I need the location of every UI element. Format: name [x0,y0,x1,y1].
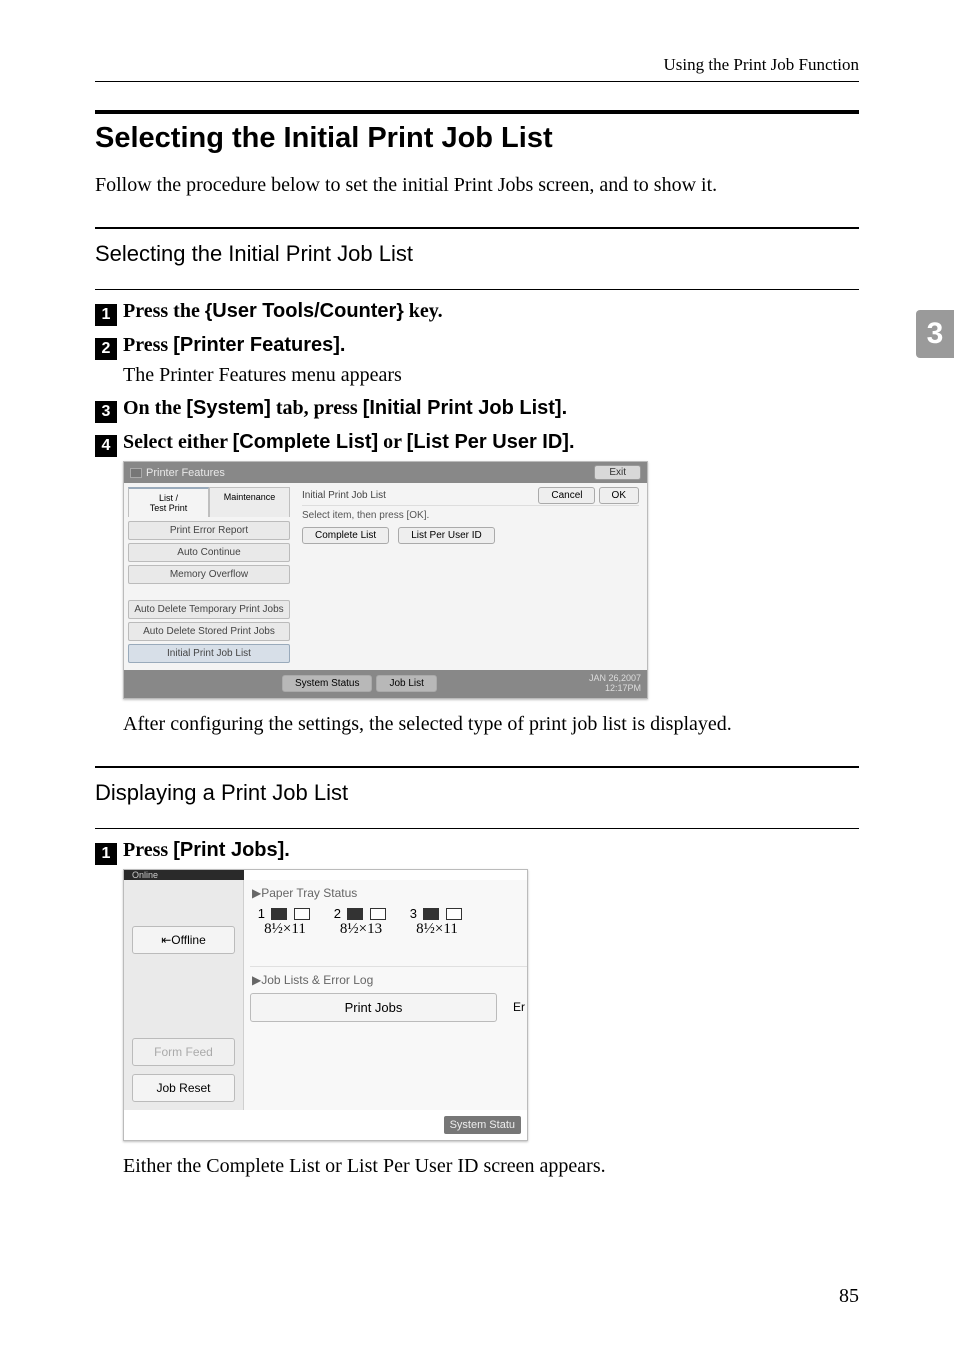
shot1-title-text: Printer Features [146,467,225,479]
cancel-button[interactable]: Cancel [538,487,595,504]
step-3-mid: tab, press [271,397,363,419]
shot1-timestamp: JAN 26,2007 12:17PM [589,674,641,694]
ok-button[interactable]: OK [599,487,639,504]
step-4-b1: [Complete List] [233,431,379,453]
left-btn-initial-print-job-list[interactable]: Initial Print Job List [128,644,290,663]
tray-full-icon [347,908,363,920]
step-2-pre: Press [123,334,173,356]
step-3-b2: [Initial Print Job List]. [363,397,567,419]
step-1b-result: Either the Complete List or List Per Use… [123,1155,859,1178]
tray-orient-icon [370,908,386,920]
print-jobs-button[interactable]: Print Jobs [250,993,497,1022]
left-btn-auto-delete-stored[interactable]: Auto Delete Stored Print Jobs [128,622,290,641]
subsection-2-title: Displaying a Print Job List [95,780,859,806]
left-btn-memory-overflow[interactable]: Memory Overflow [128,565,290,584]
printer-features-screenshot: Printer Features Exit List / Test Print … [123,461,648,699]
subsection-1-title: Selecting the Initial Print Job List [95,241,859,267]
chapter-side-tab: 3 [916,310,954,358]
left-btn-auto-delete-temp[interactable]: Auto Delete Temporary Print Jobs [128,600,290,619]
shot1-time: 12:17PM [605,683,641,693]
step-3-pre: On the [123,397,186,419]
step-3-number-icon: 3 [95,401,117,423]
tray-2-size: 8½×13 [326,921,396,938]
tray-1-size: 8½×11 [250,921,320,938]
tray-2-num: 2 [334,906,341,921]
tray-full-icon [271,908,287,920]
tray-status-row: 1 8½×11 2 8½×13 3 8½×11 [250,906,527,967]
tray-full-icon [423,908,439,920]
step-4: 4 Select either [Complete List] or [List… [95,431,859,455]
shot1-date: JAN 26,2007 [589,673,641,683]
system-status-button-2[interactable]: System Statu [444,1116,521,1134]
tray-orient-icon [446,908,462,920]
tray-2: 2 8½×13 [326,906,396,938]
step-1: 1 Press the {User Tools/Counter} key. [95,300,859,324]
step-3: 3 On the [System] tab, press [Initial Pr… [95,397,859,421]
running-head: Using the Print Job Function [95,55,859,82]
step-4-number-icon: 4 [95,435,117,457]
tray-orient-icon [294,908,310,920]
print-jobs-screenshot: Online ⇤Offline Form Feed Job Reset ▶Pap… [123,869,528,1141]
tab-maintenance[interactable]: Maintenance [209,487,290,517]
step-2-bold: [Printer Features]. [173,334,345,356]
error-label-fragment: Er [503,993,527,1022]
shot1-right-label: Initial Print Job List [302,490,386,501]
tray-1: 1 8½×11 [250,906,320,938]
list-per-user-id-button[interactable]: List Per User ID [398,527,495,544]
shot2-top-label: Online [124,870,244,880]
step-2-number-icon: 2 [95,338,117,360]
step-3-b1: [System] [186,397,270,419]
shot1-title: Printer Features [130,467,225,479]
tray-3: 3 8½×11 [402,906,472,938]
step-1-number-icon: 1 [95,304,117,326]
printer-icon [130,468,142,478]
step-4-pre: Select either [123,431,233,453]
left-btn-auto-continue[interactable]: Auto Continue [128,543,290,562]
job-list-button[interactable]: Job List [376,675,436,692]
step-4-mid: or [378,431,407,453]
paper-tray-status-header: ▶Paper Tray Status [252,886,527,900]
step-4-result: After configuring the settings, the sele… [123,713,859,736]
left-btn-print-error-report[interactable]: Print Error Report [128,521,290,540]
step-2: 2 Press [Printer Features]. [95,334,859,358]
key-bracket-right-icon: } [396,301,403,322]
page-number: 85 [839,1285,859,1308]
job-lists-error-log-header: ▶Job Lists & Error Log [252,973,527,987]
tray-3-size: 8½×11 [402,921,472,938]
step-1-post: key. [404,300,443,322]
tab-list-test-print[interactable]: List / Test Print [128,487,209,517]
step-1b-bold: [Print Jobs]. [173,839,290,861]
step-4-b2: [List Per User ID]. [407,431,575,453]
shot1-hint: Select item, then press [OK]. [302,505,639,521]
step-1-key: User Tools/Counter [212,300,396,322]
complete-list-button[interactable]: Complete List [302,527,389,544]
section-title: Selecting the Initial Print Job List [95,110,859,155]
tray-1-num: 1 [258,906,265,921]
step-2-note: The Printer Features menu appears [123,364,859,387]
step-1b-pre: Press [123,839,173,861]
intro-paragraph: Follow the procedure below to set the in… [95,171,859,199]
step-1-pre: Press the [123,300,205,322]
step-1b: 1 Press [Print Jobs]. [95,839,859,863]
tray-3-num: 3 [410,906,417,921]
form-feed-button[interactable]: Form Feed [132,1038,235,1066]
offline-button[interactable]: ⇤Offline [132,926,235,954]
exit-button[interactable]: Exit [594,465,641,480]
job-reset-button[interactable]: Job Reset [132,1074,235,1102]
system-status-button[interactable]: System Status [282,675,372,692]
step-1b-number-icon: 1 [95,843,117,865]
